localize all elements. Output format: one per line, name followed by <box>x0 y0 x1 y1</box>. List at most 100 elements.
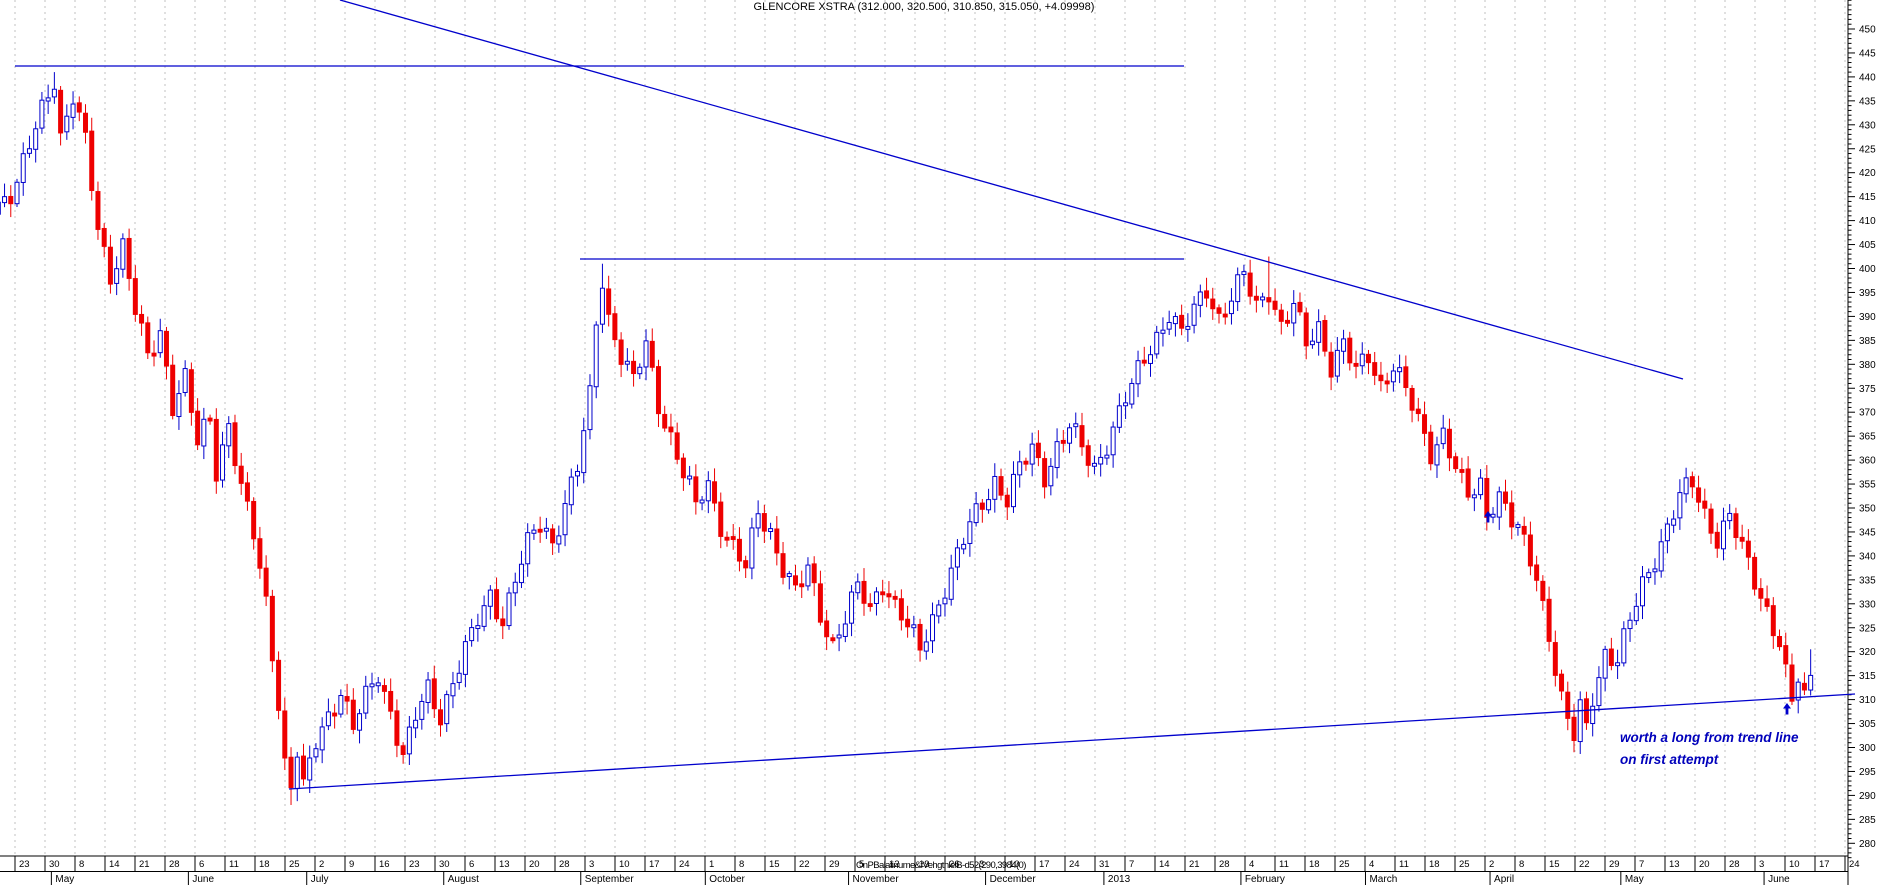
week-tick-label: 4 <box>1249 859 1254 870</box>
candle-down <box>799 583 805 588</box>
candle-up <box>1054 441 1060 469</box>
week-tick-label: 12 <box>889 859 900 870</box>
candle-down <box>1446 428 1452 459</box>
candle-up <box>1397 367 1403 373</box>
candle-up <box>1067 427 1073 444</box>
y-axis-tick-label: 450 <box>1859 25 1876 36</box>
y-axis-tick-label: 395 <box>1859 288 1876 299</box>
candle-down <box>1272 300 1278 310</box>
month-label: September <box>585 874 635 885</box>
candle-down <box>892 595 898 600</box>
candle-up <box>319 726 325 751</box>
candle-down <box>1801 682 1807 691</box>
candle-up <box>849 591 855 624</box>
candle-up <box>462 641 468 675</box>
week-tick-label: 18 <box>1309 859 1320 870</box>
annotation-line-1: worth a long from trend line <box>1620 730 1799 745</box>
candle-down <box>1247 272 1253 297</box>
month-label: April <box>1494 874 1514 885</box>
candle-down <box>1216 307 1222 314</box>
candle-up <box>375 682 381 687</box>
candle-up <box>755 513 761 529</box>
annotation-note[interactable]: worth a long from trend line on first at… <box>1620 727 1850 770</box>
candle-up <box>201 418 207 447</box>
y-axis-tick-label: 425 <box>1859 144 1876 155</box>
candle-down <box>1764 598 1770 607</box>
candle-up <box>475 625 481 629</box>
trendline-ascending-support-trendline[interactable] <box>288 693 1856 790</box>
candle-down <box>388 690 394 712</box>
candle-down <box>811 563 817 584</box>
candle-down <box>1689 476 1695 488</box>
candle-down <box>282 710 288 759</box>
week-tick-label: 4 <box>1369 859 1374 870</box>
candle-down <box>1608 648 1614 666</box>
candle-up <box>699 499 705 504</box>
month-label: 2013 <box>1108 874 1131 885</box>
candle-down <box>1023 460 1029 465</box>
candle-up <box>33 128 39 150</box>
candle-up <box>369 683 375 688</box>
candle-up <box>768 528 774 532</box>
trendline-descending-trendline[interactable] <box>339 0 1684 380</box>
y-axis-tick-label: 345 <box>1859 527 1876 538</box>
candle-down <box>649 340 655 368</box>
week-tick-label: 22 <box>1579 859 1590 870</box>
candle-up <box>1683 477 1689 495</box>
candle-up <box>363 685 369 714</box>
y-axis-tick-label: 440 <box>1859 72 1876 83</box>
candle-down <box>1428 431 1434 465</box>
candle-down <box>718 501 724 537</box>
candle-down <box>300 755 306 780</box>
candle-up <box>1646 572 1652 579</box>
candle-up <box>1596 677 1602 707</box>
candle-up <box>226 423 232 447</box>
y-axis-tick-label: 335 <box>1859 575 1876 586</box>
week-tick-label: 11 <box>1399 859 1409 870</box>
candle-down <box>898 598 904 621</box>
y-axis-tick-label: 420 <box>1859 168 1876 179</box>
candle-down <box>1559 673 1565 692</box>
candle-up <box>450 683 456 697</box>
y-axis-tick-label: 445 <box>1859 48 1876 59</box>
candle-down <box>251 500 257 540</box>
candle-up <box>1073 423 1079 428</box>
y-axis-tick-label: 325 <box>1859 623 1876 634</box>
up-arrow[interactable] <box>1783 703 1791 715</box>
candle-up <box>1334 349 1340 377</box>
candle-up <box>543 527 549 532</box>
week-tick-label: 3 <box>1759 859 1764 870</box>
candle-down <box>101 227 107 247</box>
candle-down <box>107 246 113 285</box>
candle-up <box>873 591 879 604</box>
week-tick-label: 31 <box>1099 859 1110 870</box>
candle-up <box>1658 541 1664 572</box>
week-tick-label: 24 <box>1849 859 1860 870</box>
candle-up <box>1235 274 1241 303</box>
candle-down <box>743 560 749 569</box>
candle-up <box>986 499 992 511</box>
candle-up <box>1677 492 1683 519</box>
week-tick-label: 11 <box>229 859 239 870</box>
candle-down <box>1347 337 1353 364</box>
week-tick-label: 15 <box>769 859 780 870</box>
candle-down <box>188 369 194 413</box>
candle-up <box>525 532 531 565</box>
candle-down <box>1278 309 1284 322</box>
candle-down <box>1758 588 1764 599</box>
candle-up <box>425 679 431 703</box>
week-tick-label: 25 <box>289 859 300 870</box>
candle-down <box>1546 598 1552 642</box>
candle-down <box>350 699 356 730</box>
candle-up <box>325 711 331 727</box>
candle-down <box>276 659 282 711</box>
up-arrow[interactable] <box>1484 511 1492 523</box>
y-axis-tick-label: 290 <box>1859 791 1876 802</box>
candle-up <box>587 385 593 431</box>
candle-down <box>674 432 680 460</box>
week-tick-label: 28 <box>169 859 180 870</box>
week-tick-label: 28 <box>559 859 570 870</box>
week-tick-label: 15 <box>1549 859 1560 870</box>
candle-down <box>693 476 699 503</box>
candle-down <box>1060 439 1066 444</box>
